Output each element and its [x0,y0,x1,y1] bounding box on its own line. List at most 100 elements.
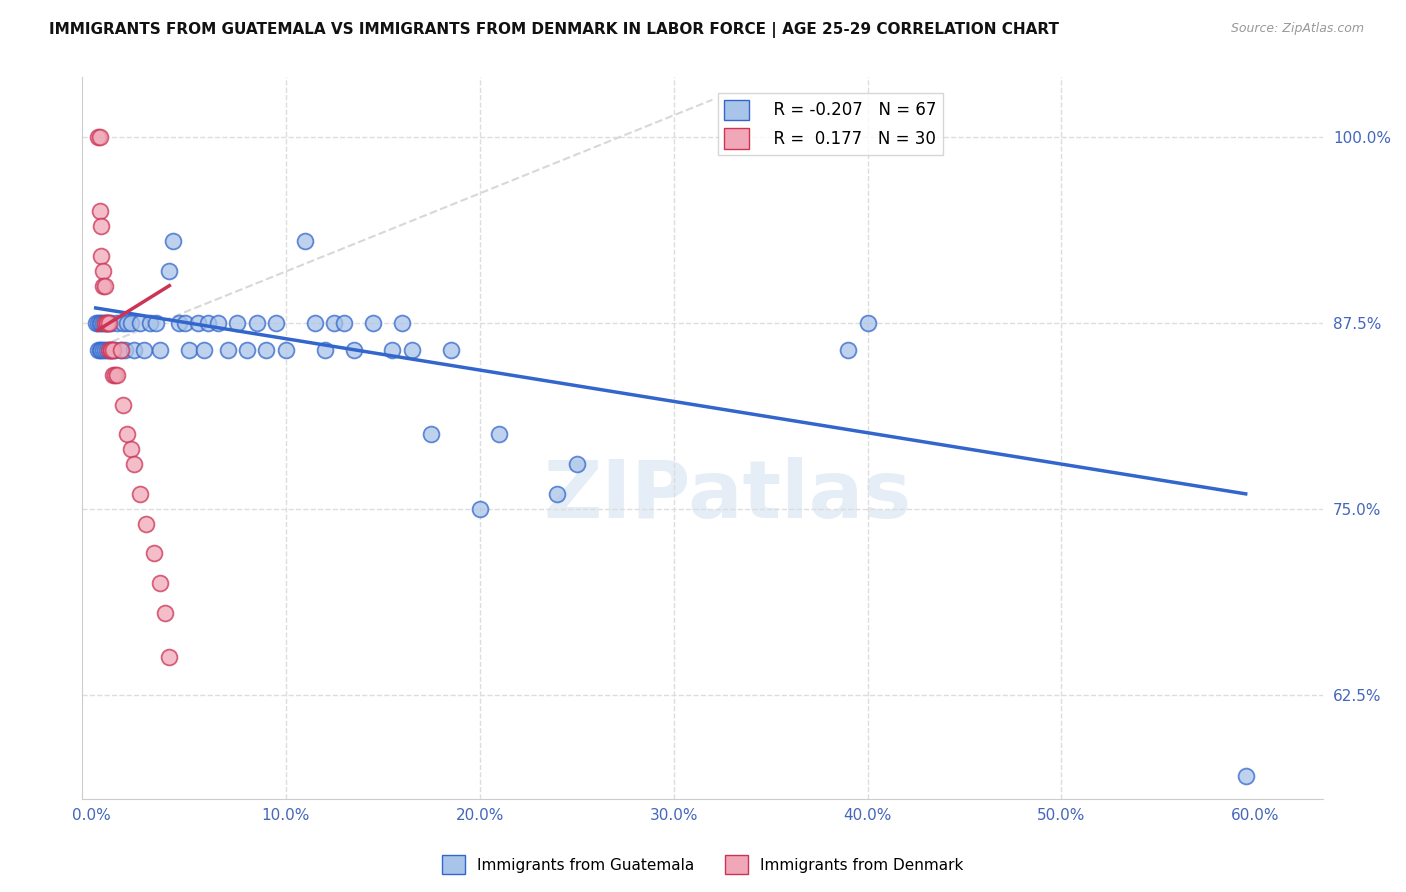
Point [101,368,124,382]
Legend: Immigrants from Guatemala, Immigrants from Denmark: Immigrants from Guatemala, Immigrants fr… [436,849,970,880]
Point [86,343,108,357]
Point [96,343,118,357]
Point [94,278,117,293]
Point [100,343,122,357]
Point [155,606,177,620]
Point [187,316,209,330]
Point [100,316,122,330]
Text: ZIPatlas: ZIPatlas [543,457,911,535]
Point [98,316,121,330]
Point [114,343,136,357]
Point [236,343,259,357]
Point [94,316,117,330]
Point [837,343,859,357]
Point [294,234,316,248]
Point [157,264,180,278]
Point [111,316,134,330]
Point [104,368,127,382]
Point [246,316,269,330]
Point [343,343,366,357]
Point [93,278,115,293]
Point [124,343,146,357]
Point [274,343,297,357]
Point [145,316,167,330]
Point [90,343,112,357]
Point [96,316,118,330]
Point [90,316,112,330]
Point [217,343,239,357]
Point [565,457,588,471]
Point [104,343,127,357]
Point [420,427,443,442]
Point [226,316,249,330]
Point [96,316,118,330]
Text: IMMIGRANTS FROM GUATEMALA VS IMMIGRANTS FROM DENMARK IN LABOR FORCE | AGE 25-29 : IMMIGRANTS FROM GUATEMALA VS IMMIGRANTS … [49,22,1059,38]
Point [115,427,138,442]
Point [193,343,215,357]
Point [98,343,121,357]
Point [134,343,156,357]
Point [129,487,152,501]
Point [323,316,346,330]
Point [264,316,287,330]
Point [100,343,122,357]
Point [173,316,195,330]
Point [139,316,162,330]
Point [101,343,124,357]
Point [89,316,111,330]
Point [1234,769,1257,783]
Point [96,316,118,330]
Point [314,343,336,357]
Point [124,457,146,471]
Point [381,343,404,357]
Point [94,343,117,357]
Point [86,316,108,330]
Text: Source: ZipAtlas.com: Source: ZipAtlas.com [1230,22,1364,36]
Point [401,343,423,357]
Point [90,219,112,234]
Point [129,316,152,330]
Point [115,316,138,330]
Point [157,650,180,665]
Point [120,442,142,457]
Point [93,316,115,330]
Point [98,343,121,357]
Point [89,343,111,357]
Point [468,501,491,516]
Point [254,343,277,357]
Point [391,316,413,330]
Point [546,487,568,501]
Legend:   R = -0.207   N = 67,   R =  0.177   N = 30: R = -0.207 N = 67, R = 0.177 N = 30 [717,93,942,155]
Point [162,234,184,248]
Point [361,316,384,330]
Point [110,343,132,357]
Point [439,343,461,357]
Point [135,516,157,531]
Point [120,316,142,330]
Point [110,343,132,357]
Point [98,316,121,330]
Point [84,316,107,330]
Point [89,204,111,219]
Point [167,316,190,330]
Point [149,343,172,357]
Point [94,316,117,330]
Point [93,343,115,357]
Point [207,316,229,330]
Point [197,316,219,330]
Point [86,130,108,145]
Point [177,343,200,357]
Point [111,398,134,412]
Point [304,316,326,330]
Point [488,427,510,442]
Point [93,264,115,278]
Point [101,343,124,357]
Point [90,249,112,263]
Point [142,546,165,560]
Point [100,343,122,357]
Point [333,316,356,330]
Point [89,130,111,145]
Point [105,316,128,330]
Point [856,316,879,330]
Point [105,368,128,382]
